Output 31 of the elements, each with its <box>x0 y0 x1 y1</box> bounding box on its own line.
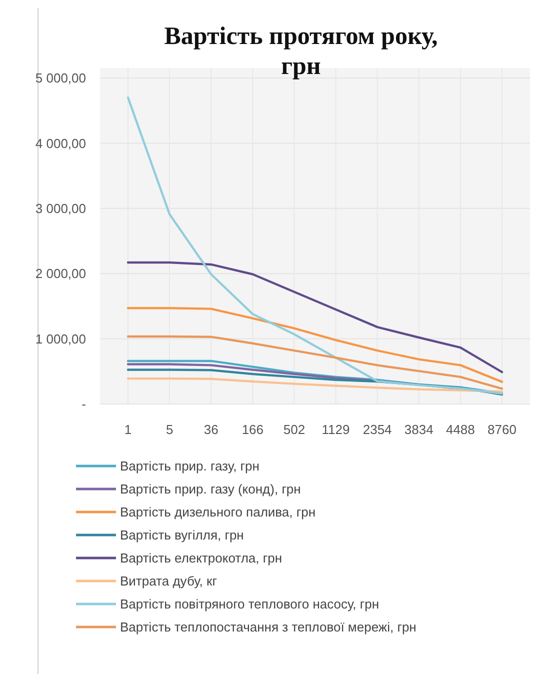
x-tick-label: 5 <box>166 422 174 437</box>
x-tick-label: 1 <box>124 422 132 437</box>
legend-label: Вартість прир. газу (конд), грн <box>120 482 301 497</box>
legend-label: Вартість теплопостачання з теплової мережі, грн <box>120 620 416 635</box>
legend-label: Витрата дубу, кг <box>120 574 218 589</box>
line-series <box>126 335 504 390</box>
x-tick-label: 166 <box>242 422 264 437</box>
y-tick-label: 1 000,00 <box>35 331 86 346</box>
chart-title: Вартість протягом року, грн <box>164 23 438 80</box>
x-tick-label: 502 <box>283 422 306 437</box>
legend-label: Вартість вугілля, грн <box>120 528 244 543</box>
line-series <box>126 261 504 374</box>
x-tick-label: 2354 <box>362 422 392 437</box>
line-series <box>126 368 504 396</box>
y-tick-label: 5 000,00 <box>35 70 86 86</box>
line-series <box>126 307 504 383</box>
legend-label: Вартість повітряного теплового насосу, грн <box>120 596 380 612</box>
x-tick-label: 8760 <box>488 422 516 437</box>
y-tick-label: 4 000,00 <box>35 136 86 151</box>
line-series <box>126 96 504 395</box>
x-tick-label: 4488 <box>446 422 475 437</box>
x-tick-label: 36 <box>204 422 218 437</box>
x-tick-label: 1129 <box>322 422 350 437</box>
y-tick-label: - <box>82 396 86 412</box>
y-tick-label: 3 000,00 <box>35 200 86 216</box>
line-series <box>126 377 504 393</box>
x-tick-label: 3834 <box>404 422 434 437</box>
y-tick-label: 2 000,00 <box>35 266 86 282</box>
legend-label: Вартість електрокотла, грн <box>120 550 282 566</box>
legend-label: Вартість дизельного палива, грн <box>120 504 316 520</box>
legend-label: Вартість прир. газу, грн <box>120 458 260 474</box>
